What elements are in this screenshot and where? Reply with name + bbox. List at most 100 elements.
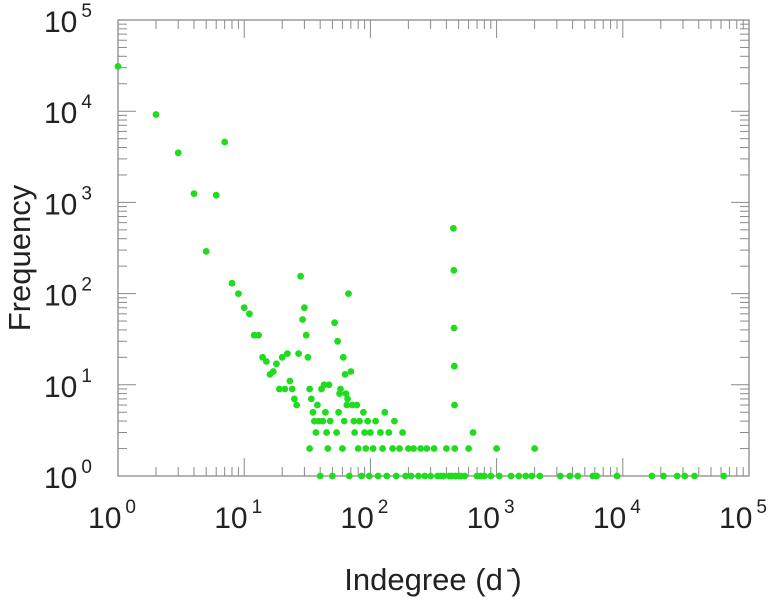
data-point: [337, 385, 344, 393]
data-point: [322, 408, 329, 416]
data-point: [361, 429, 368, 436]
data-point: [212, 191, 220, 199]
data-point: [341, 371, 349, 378]
plot-frame: [117, 19, 750, 477]
x-tick-label-exponent: 2: [378, 497, 389, 518]
data-point: [344, 395, 351, 403]
data-point: [221, 138, 229, 146]
y-tick-label-exponent: 3: [81, 183, 92, 204]
data-point: [681, 472, 689, 480]
data-point: [369, 445, 377, 452]
data-point: [331, 319, 338, 327]
y-tick-label-base: 10: [44, 97, 77, 130]
y-tick-label: 10 1: [44, 366, 92, 404]
data-point: [276, 385, 283, 393]
data-point: [427, 472, 434, 480]
data-point: [360, 408, 367, 416]
data-point: [343, 401, 351, 409]
data-point: [673, 472, 681, 480]
x-tick-label-base: 10: [214, 502, 247, 535]
y-tick-label-base: 10: [44, 371, 77, 404]
x-tick-label-exponent: 5: [756, 497, 767, 518]
data-point: [507, 472, 515, 480]
data-point: [152, 111, 160, 118]
data-point: [450, 362, 458, 370]
data-point: [364, 417, 371, 425]
data-point: [407, 472, 415, 480]
data-point: [293, 401, 300, 409]
data-point: [495, 472, 503, 480]
data-point: [365, 472, 373, 480]
data-point: [410, 445, 417, 452]
data-point: [566, 472, 574, 480]
data-point: [374, 472, 382, 480]
data-point: [451, 445, 459, 452]
x-tick-label-base: 10: [340, 502, 373, 535]
data-point: [299, 316, 306, 323]
data-point: [415, 472, 422, 480]
y-tick-label: 10 2: [44, 275, 92, 313]
data-point: [286, 377, 294, 385]
data-point: [469, 429, 477, 436]
data-point: [316, 472, 324, 480]
y-tick-label-base: 10: [44, 462, 77, 495]
data-point: [339, 353, 347, 361]
data-point: [392, 472, 400, 480]
data-point: [269, 368, 277, 375]
data-point: [531, 445, 538, 452]
data-point: [263, 358, 270, 365]
data-point: [450, 266, 458, 274]
data-point: [326, 417, 334, 425]
data-point: [481, 472, 488, 480]
data-point: [319, 417, 327, 425]
data-point: [302, 331, 310, 339]
data-point: [522, 472, 530, 480]
data-point: [342, 390, 350, 397]
data-point: [323, 429, 330, 436]
data-point: [372, 417, 379, 425]
y-tick-label-base: 10: [44, 188, 77, 221]
data-point: [443, 445, 450, 452]
data-point: [340, 417, 348, 425]
data-point: [536, 472, 544, 480]
data-point: [306, 385, 313, 393]
y-tick-label-base: 10: [44, 280, 77, 313]
data-point: [309, 408, 317, 416]
data-point: [493, 445, 500, 452]
data-point: [613, 472, 621, 480]
data-point: [461, 472, 469, 480]
data-point: [350, 417, 358, 425]
data-point: [720, 472, 728, 480]
x-tick-label-exponent: 0: [125, 497, 136, 518]
data-point: [325, 381, 333, 389]
data-point: [367, 429, 374, 436]
x-tick-label: 10 1: [214, 497, 262, 535]
data-point: [574, 472, 582, 480]
x-tick-label-base: 10: [719, 502, 752, 535]
data-point: [450, 224, 457, 232]
y-tick-label-base: 10: [44, 6, 77, 39]
data-point: [362, 445, 370, 452]
data-point: [335, 408, 342, 416]
data-point: [295, 350, 302, 357]
data-point: [421, 472, 429, 480]
y-tick-label-exponent: 4: [81, 92, 92, 113]
y-axis-label: Frequency: [2, 184, 37, 331]
x-tick-label-exponent: 1: [252, 497, 263, 518]
data-point: [345, 290, 352, 297]
x-tick-label: 10 3: [467, 497, 515, 535]
data-point: [423, 445, 431, 452]
y-tick-label-exponent: 2: [81, 275, 92, 296]
x-tick-label-base: 10: [88, 502, 121, 535]
data-point: [389, 445, 396, 452]
x-tick-label: 10 2: [340, 497, 388, 535]
data-point: [320, 381, 328, 389]
data-point: [660, 472, 667, 480]
data-point: [281, 385, 289, 393]
data-point: [334, 337, 341, 345]
data-point: [440, 472, 447, 480]
data-point: [312, 429, 320, 436]
data-point: [246, 310, 253, 318]
data-point: [240, 304, 248, 312]
